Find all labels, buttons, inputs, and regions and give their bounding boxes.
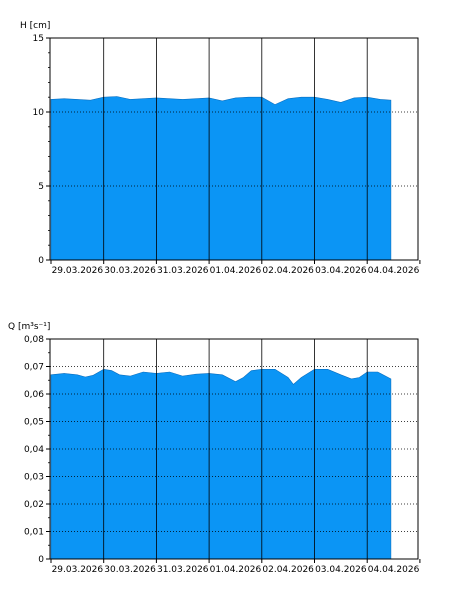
- x-tick-label: 29.03.2026: [52, 565, 104, 575]
- x-tick-label: 31.03.2026: [157, 565, 209, 575]
- x-tick-label: 29.03.2026: [52, 266, 104, 276]
- y-tick-label: 0: [38, 256, 44, 266]
- y-tick-label: 10: [33, 108, 45, 118]
- x-tick-label: 01.04.2026: [210, 565, 262, 575]
- x-tick-label: 03.04.2026: [315, 565, 367, 575]
- y-tick-label: 0,07: [24, 363, 44, 373]
- x-tick-label: 04.04.2026: [368, 565, 420, 575]
- x-tick-label: 01.04.2026: [210, 266, 262, 276]
- y-axis-title: Q [m³s⁻¹]: [8, 322, 50, 332]
- x-tick-label: 02.04.2026: [262, 266, 314, 276]
- y-tick-label: 0,05: [24, 418, 44, 428]
- x-tick-label: 02.04.2026: [262, 565, 314, 575]
- x-tick-label: 04.04.2026: [368, 266, 420, 276]
- series-area: [50, 368, 392, 560]
- y-tick-label: 0,01: [24, 528, 44, 538]
- y-tick-label: 0,03: [24, 473, 44, 483]
- y-tick-label: 0,08: [24, 335, 44, 345]
- discharge-chart: 0 0,01 0,02 0,03 0,04 0,05 0,06 0,07 0,08 29.03.2…: [8, 322, 421, 575]
- y-tick-label: 5: [38, 182, 44, 192]
- x-tick-label: 30.03.2026: [104, 266, 156, 276]
- y-axis-title: H [cm]: [20, 21, 50, 31]
- y-tick-label: 15: [33, 34, 44, 44]
- y-tick-label: 0: [38, 555, 44, 565]
- y-tick-label: 0,06: [24, 390, 44, 400]
- x-tick-label: 03.04.2026: [315, 266, 367, 276]
- y-tick-label: 0,04: [24, 445, 44, 455]
- x-tick-label: 30.03.2026: [104, 565, 156, 575]
- y-tick-label: 0,02: [24, 500, 44, 510]
- plot-border: [49, 37, 419, 261]
- water-level-chart: 0 5 10 15 29.03.2026 30.03.2026 31.03.2026 01.0…: [20, 21, 421, 276]
- series-area: [50, 96, 392, 261]
- x-tick-label: 31.03.2026: [157, 266, 209, 276]
